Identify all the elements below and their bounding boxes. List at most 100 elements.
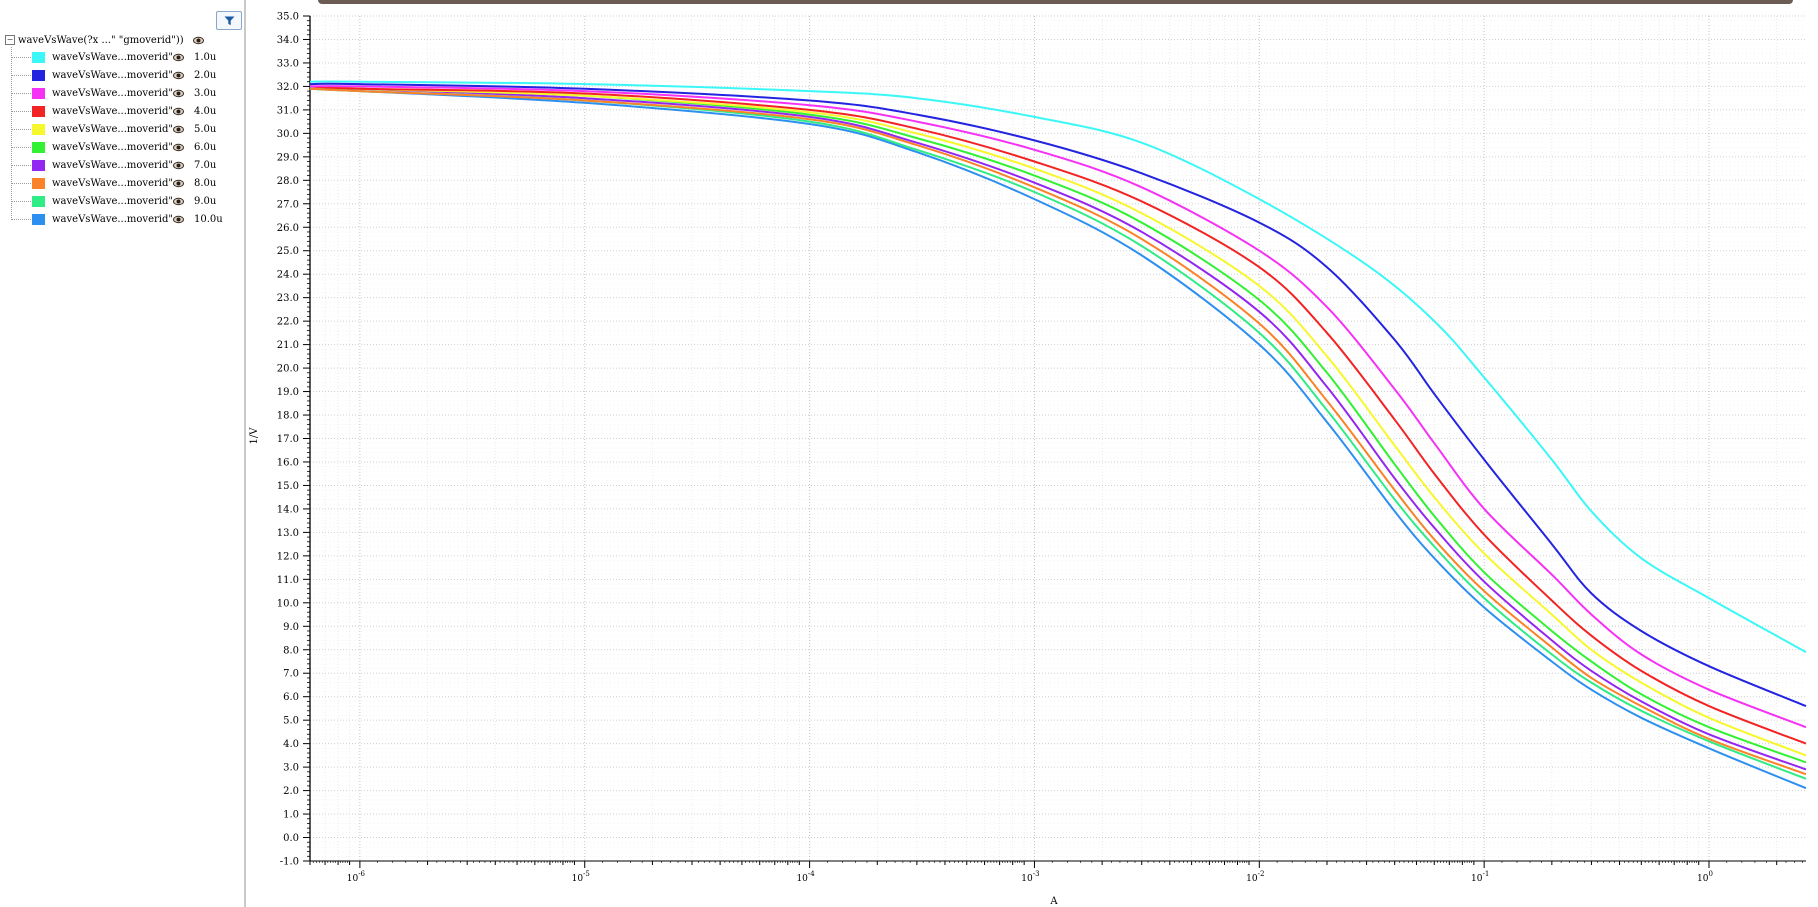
series-line-7.0u [309,85,1807,771]
legend-item-value: 2.0u [194,69,217,81]
series-line-3.0u [309,85,1807,729]
y-tick-label: 31.0 [277,105,299,116]
color-swatch [32,69,45,81]
x-tick-label: 10-3 [1021,870,1039,884]
y-tick-label: 15.0 [277,481,299,492]
y-tick-label: 25.0 [277,246,299,257]
tree-branch [12,164,31,166]
y-tick-label: 2.0 [283,786,299,797]
x-tick-label: 10-2 [1246,870,1264,884]
legend-item-value: 1.0u [194,51,217,63]
legend-item-label: waveVsWave...moverid")) [52,195,172,207]
eye-icon[interactable] [173,143,184,152]
legend-item[interactable]: waveVsWave...moverid")) 9.0u [12,193,216,209]
eye-icon[interactable] [173,71,184,80]
color-swatch [32,105,45,117]
legend-item-value: 4.0u [194,105,217,117]
tree-branch [12,218,31,220]
legend-item-value: 9.0u [194,195,217,207]
axes: -1.0 0.0 1.0 2.0 3.0 4.0 5.0 6.0 7.0 8.0 9.0 10.0 11… [277,12,1806,884]
tree-branch [12,74,31,76]
tree-branch [12,128,31,130]
legend-group[interactable]: − waveVsWave(?x ..." "gmoverid")) [5,33,204,47]
y-tick-label: 24.0 [277,270,299,281]
y-tick-label: 16.0 [277,457,299,468]
plot-scrollbar[interactable] [318,0,1793,4]
y-tick-label: 28.0 [277,176,299,187]
eye-icon[interactable] [173,197,184,206]
y-tick-label: 14.0 [277,504,299,515]
chart: -1.0 0.0 1.0 2.0 3.0 4.0 5.0 6.0 7.0 8.0 9.0 10.0 11… [249,12,1807,907]
legend-item[interactable]: waveVsWave...moverid")) 4.0u [12,103,216,119]
collapse-toggle-icon[interactable]: − [5,35,15,45]
legend-item-value: 6.0u [194,141,217,153]
legend-item-label: waveVsWave...moverid")) [52,123,172,135]
series-line-8.0u [309,87,1807,776]
eye-icon[interactable] [173,107,184,116]
y-tick-label: 7.0 [283,669,299,680]
eye-icon[interactable] [173,179,184,188]
series-line-2.0u [309,82,1807,708]
series-line-4.0u [309,85,1807,745]
y-tick-label: 5.0 [283,716,299,727]
y-tick-label: -1.0 [280,857,299,868]
color-swatch [32,159,45,171]
eye-icon[interactable] [173,53,184,62]
legend-item-value: 8.0u [194,177,217,189]
y-tick-label: 30.0 [277,129,299,140]
series-line-5.0u [309,85,1807,757]
color-swatch [32,51,45,63]
x-tick-label: 10-5 [572,870,590,884]
tree-branch [12,56,31,58]
eye-icon[interactable] [173,125,184,134]
legend-item-value: 3.0u [194,87,217,99]
legend-item[interactable]: waveVsWave...moverid")) 1.0u [12,49,216,65]
legend-group-label: waveVsWave(?x ..." "gmoverid")) [18,34,184,46]
legend-item-label: waveVsWave...moverid")) [52,87,172,99]
panel-splitter[interactable] [244,0,246,907]
legend-item[interactable]: waveVsWave...moverid")) 5.0u [12,121,216,137]
y-tick-label: 19.0 [277,387,299,398]
legend-item-label: waveVsWave...moverid")) [52,159,172,171]
series-layer [309,80,1807,790]
legend-item[interactable]: waveVsWave...moverid")) 8.0u [12,175,216,191]
color-swatch [32,87,45,99]
y-tick-label: 33.0 [277,58,299,69]
eye-icon[interactable] [173,161,184,170]
eye-icon[interactable] [192,36,204,45]
color-swatch [32,177,45,189]
legend-item-label: waveVsWave...moverid")) [52,141,172,153]
x-tick-label: 100 [1697,870,1713,884]
legend-item-label: waveVsWave...moverid")) [52,213,172,225]
legend-item-value: 10.0u [194,213,223,225]
x-tick-label: 10-1 [1471,870,1489,884]
legend-item[interactable]: waveVsWave...moverid")) 3.0u [12,85,216,101]
legend-item[interactable]: waveVsWave...moverid")) 10.0u [12,211,223,227]
legend-item-value: 5.0u [194,123,217,135]
tree-branch [12,92,31,94]
color-swatch [32,213,45,225]
filter-icon [224,16,234,25]
y-tick-label: 0.0 [283,833,299,844]
tree-branch [12,200,31,202]
legend-item[interactable]: waveVsWave...moverid")) 7.0u [12,157,216,173]
y-tick-label: 13.0 [277,528,299,539]
eye-icon[interactable] [173,89,184,98]
legend-item[interactable]: waveVsWave...moverid")) 2.0u [12,67,216,83]
filter-button[interactable] [216,11,242,30]
y-tick-label: 6.0 [283,692,299,703]
tree-branch [12,182,31,184]
y-axis-label: 1/V [249,427,260,445]
legend-item[interactable]: waveVsWave...moverid")) 6.0u [12,139,216,155]
y-tick-label: 3.0 [283,763,299,774]
legend-item-label: waveVsWave...moverid")) [52,69,172,81]
eye-icon[interactable] [173,215,184,224]
y-tick-label: 10.0 [277,598,299,609]
tree-branch [12,110,31,112]
y-tick-label: 1.0 [283,810,299,821]
x-tick-label: 10-4 [796,870,815,884]
color-swatch [32,141,45,153]
series-line-10.0u [309,87,1807,790]
legend-item-label: waveVsWave...moverid")) [52,105,172,117]
series-line-1.0u [309,80,1807,653]
